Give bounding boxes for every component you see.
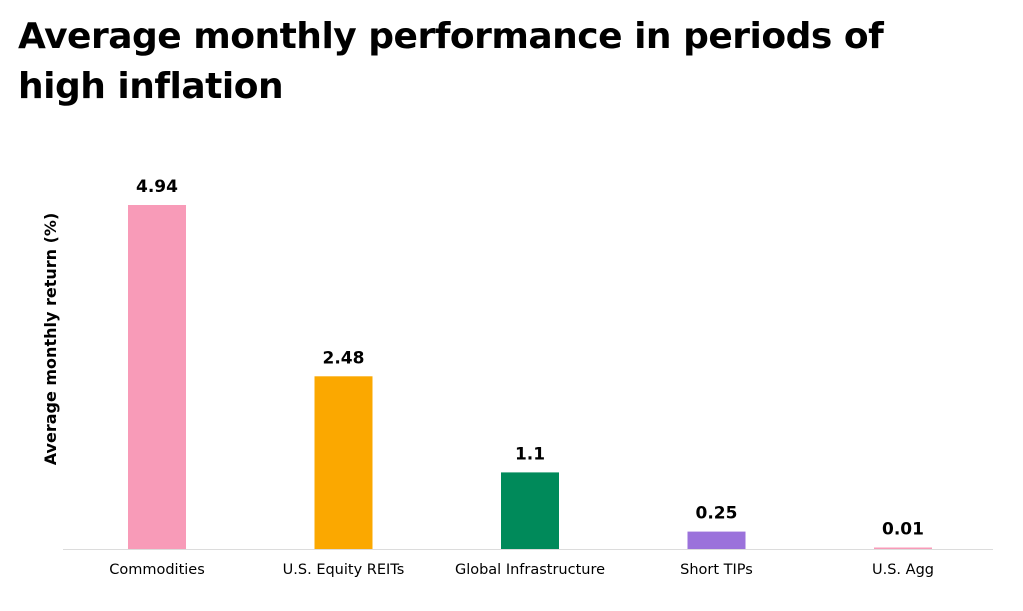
bar-short-tips: [687, 531, 746, 549]
chart-title: Average monthly performance in periods o…: [18, 16, 884, 107]
value-label: 2.48: [323, 348, 365, 368]
value-label: 0.01: [882, 520, 924, 540]
bar-u-s-agg: [874, 547, 932, 549]
bar-u-s-equity-reits: [314, 376, 373, 549]
bars-group: [128, 205, 932, 549]
category-tick-labels-group: Commodities U.S. Equity REITs Global Infra…: [109, 562, 934, 578]
category-tick-label: Global Infrastructure: [455, 562, 605, 578]
y-axis-label: Average monthly return (%): [41, 213, 60, 466]
category-tick-label: U.S. Agg: [872, 562, 934, 578]
value-labels-group: 4.94 2.48 1.1 0.25 0.01: [136, 177, 924, 540]
value-label: 0.25: [696, 504, 738, 524]
category-tick-label: U.S. Equity REITs: [283, 562, 405, 578]
value-label: 4.94: [136, 177, 178, 197]
value-label: 1.1: [515, 444, 545, 464]
bar-commodities: [128, 205, 186, 549]
category-tick-label: Short TIPs: [680, 562, 753, 578]
bar-global-infrastructure: [501, 472, 559, 549]
category-tick-label: Commodities: [109, 562, 205, 578]
